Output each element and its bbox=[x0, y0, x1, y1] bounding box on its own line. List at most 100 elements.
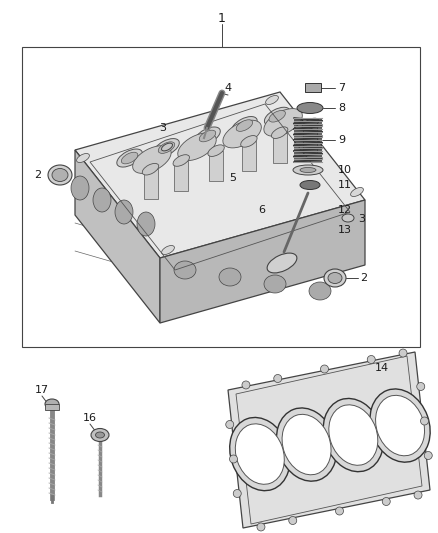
Polygon shape bbox=[75, 92, 365, 258]
Ellipse shape bbox=[302, 118, 318, 130]
Circle shape bbox=[242, 381, 250, 389]
Ellipse shape bbox=[219, 268, 241, 286]
Ellipse shape bbox=[267, 253, 297, 273]
Ellipse shape bbox=[137, 212, 155, 236]
Ellipse shape bbox=[199, 130, 216, 142]
Text: 14: 14 bbox=[375, 363, 389, 373]
Text: 10: 10 bbox=[338, 165, 352, 175]
Ellipse shape bbox=[232, 117, 257, 134]
Ellipse shape bbox=[342, 214, 354, 222]
Ellipse shape bbox=[272, 127, 288, 139]
Polygon shape bbox=[160, 200, 365, 323]
Ellipse shape bbox=[300, 181, 320, 190]
Circle shape bbox=[289, 516, 297, 524]
Ellipse shape bbox=[121, 152, 138, 164]
Ellipse shape bbox=[236, 120, 253, 131]
Ellipse shape bbox=[350, 188, 364, 197]
Ellipse shape bbox=[264, 275, 286, 293]
Text: 16: 16 bbox=[83, 413, 97, 423]
Ellipse shape bbox=[93, 188, 111, 212]
Circle shape bbox=[233, 489, 241, 497]
Circle shape bbox=[414, 491, 422, 499]
Circle shape bbox=[424, 451, 432, 459]
Ellipse shape bbox=[265, 95, 279, 104]
Bar bbox=[305, 83, 321, 92]
Bar bbox=[45, 404, 59, 410]
Ellipse shape bbox=[178, 133, 216, 160]
Circle shape bbox=[417, 383, 425, 391]
Ellipse shape bbox=[329, 405, 378, 465]
Circle shape bbox=[257, 523, 265, 531]
Bar bbox=[22, 47, 420, 347]
Polygon shape bbox=[304, 124, 318, 154]
Ellipse shape bbox=[276, 408, 337, 481]
Ellipse shape bbox=[223, 120, 261, 148]
Ellipse shape bbox=[230, 417, 290, 491]
Ellipse shape bbox=[235, 424, 284, 484]
Ellipse shape bbox=[240, 135, 257, 147]
Circle shape bbox=[226, 421, 234, 429]
Text: 13: 13 bbox=[338, 225, 352, 235]
Text: 8: 8 bbox=[338, 103, 345, 113]
Circle shape bbox=[367, 356, 375, 364]
Ellipse shape bbox=[162, 246, 174, 255]
Polygon shape bbox=[272, 133, 286, 163]
Ellipse shape bbox=[52, 168, 68, 182]
Ellipse shape bbox=[328, 272, 342, 284]
Text: 9: 9 bbox=[338, 135, 345, 145]
Polygon shape bbox=[242, 141, 256, 172]
Ellipse shape bbox=[71, 176, 89, 200]
Ellipse shape bbox=[95, 432, 105, 438]
Text: 3: 3 bbox=[159, 123, 166, 133]
Ellipse shape bbox=[91, 429, 109, 441]
Ellipse shape bbox=[154, 139, 179, 157]
Polygon shape bbox=[75, 150, 160, 323]
Polygon shape bbox=[144, 169, 158, 199]
Ellipse shape bbox=[323, 399, 383, 472]
Text: 4: 4 bbox=[224, 83, 232, 93]
Circle shape bbox=[274, 375, 282, 383]
Circle shape bbox=[399, 349, 407, 357]
Text: 2: 2 bbox=[360, 273, 367, 283]
Text: 12: 12 bbox=[338, 205, 352, 215]
Text: 11: 11 bbox=[338, 180, 352, 190]
Ellipse shape bbox=[375, 395, 424, 456]
Ellipse shape bbox=[297, 102, 323, 114]
Text: 5: 5 bbox=[230, 173, 237, 183]
Ellipse shape bbox=[77, 154, 89, 163]
Circle shape bbox=[420, 417, 428, 425]
Ellipse shape bbox=[264, 109, 302, 136]
Text: 15: 15 bbox=[390, 395, 404, 405]
Circle shape bbox=[321, 365, 328, 373]
Ellipse shape bbox=[324, 269, 346, 287]
Ellipse shape bbox=[293, 165, 323, 175]
Ellipse shape bbox=[48, 165, 72, 185]
Ellipse shape bbox=[117, 149, 142, 167]
Ellipse shape bbox=[173, 155, 190, 166]
Ellipse shape bbox=[282, 414, 331, 475]
Circle shape bbox=[382, 497, 390, 505]
Ellipse shape bbox=[265, 107, 290, 125]
Ellipse shape bbox=[174, 261, 196, 279]
Ellipse shape bbox=[208, 145, 224, 157]
Ellipse shape bbox=[158, 142, 175, 154]
Ellipse shape bbox=[162, 143, 173, 151]
Bar bbox=[294, 118, 322, 162]
Ellipse shape bbox=[269, 110, 286, 122]
Text: 3: 3 bbox=[358, 214, 365, 224]
Circle shape bbox=[336, 507, 343, 515]
Ellipse shape bbox=[133, 146, 171, 173]
Ellipse shape bbox=[45, 399, 59, 409]
Ellipse shape bbox=[115, 200, 133, 224]
Text: 7: 7 bbox=[338, 83, 345, 93]
Ellipse shape bbox=[309, 282, 331, 300]
Polygon shape bbox=[209, 151, 223, 181]
Circle shape bbox=[230, 455, 237, 463]
Polygon shape bbox=[228, 352, 430, 528]
Ellipse shape bbox=[195, 127, 220, 145]
Ellipse shape bbox=[142, 164, 159, 175]
Ellipse shape bbox=[300, 167, 316, 173]
Ellipse shape bbox=[370, 389, 430, 462]
Text: 2: 2 bbox=[35, 170, 42, 180]
Text: 1: 1 bbox=[218, 12, 226, 25]
